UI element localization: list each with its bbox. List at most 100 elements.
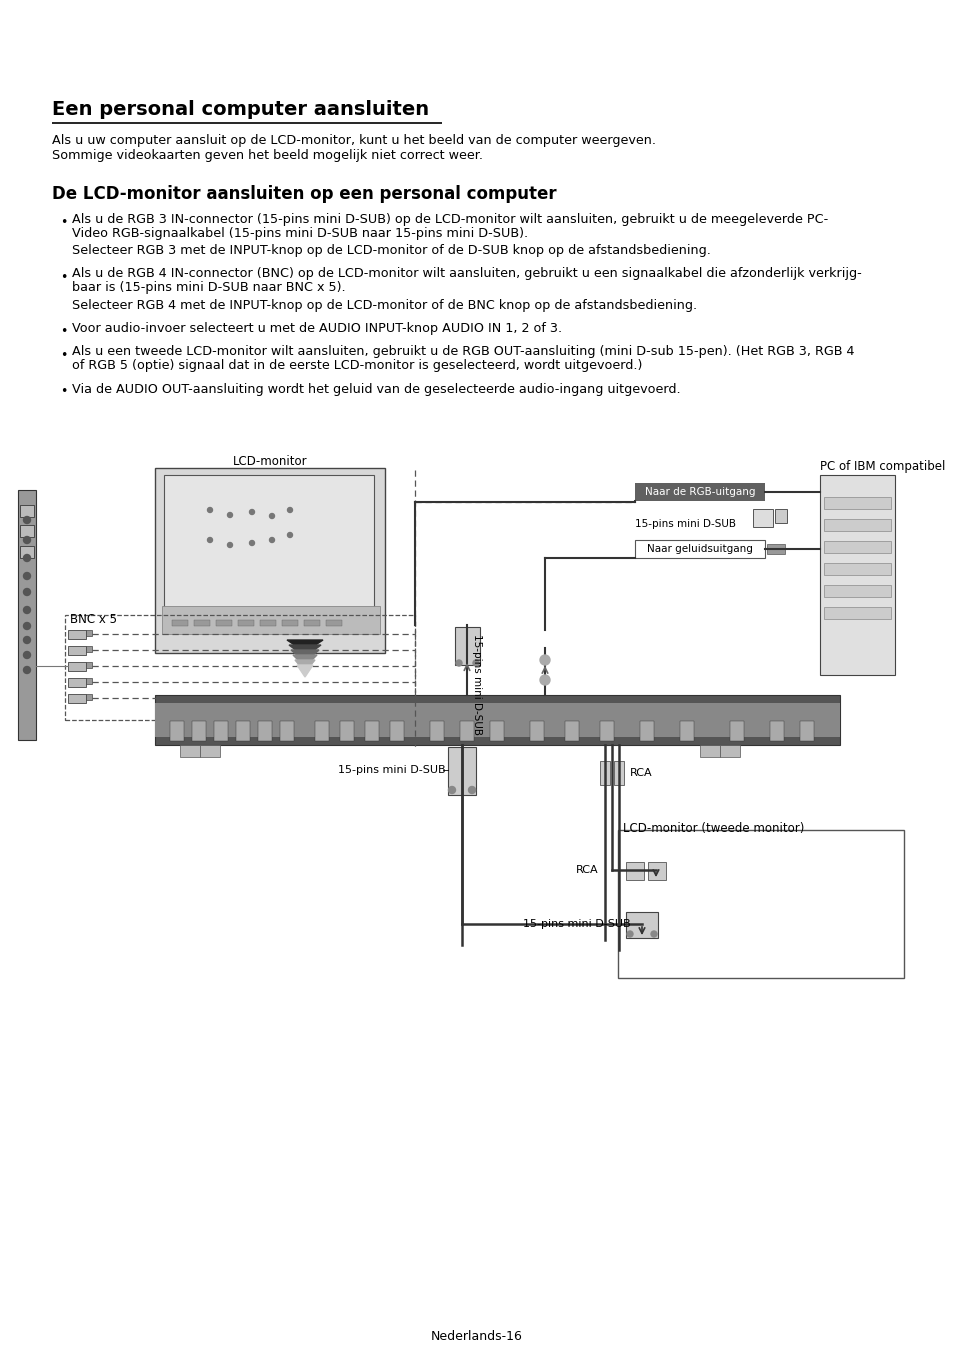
Circle shape xyxy=(24,573,30,580)
Circle shape xyxy=(24,666,30,674)
Bar xyxy=(86,678,91,684)
Bar xyxy=(68,662,86,671)
Bar xyxy=(823,519,890,531)
Bar xyxy=(280,721,294,740)
Bar xyxy=(679,721,693,740)
Circle shape xyxy=(227,512,233,517)
Bar xyxy=(154,694,840,744)
Bar xyxy=(823,540,890,553)
Polygon shape xyxy=(293,655,316,667)
Text: of RGB 5 (optie) signaal dat in de eerste LCD-monitor is geselecteerd, wordt uit: of RGB 5 (optie) signaal dat in de eerst… xyxy=(71,359,641,372)
Text: Nederlands-16: Nederlands-16 xyxy=(431,1329,522,1343)
Bar xyxy=(200,744,220,757)
Polygon shape xyxy=(296,665,313,677)
Bar xyxy=(564,721,578,740)
Bar xyxy=(180,744,200,757)
Bar xyxy=(304,620,319,626)
Bar xyxy=(618,830,903,978)
Bar xyxy=(86,694,91,700)
Circle shape xyxy=(227,543,233,547)
Circle shape xyxy=(626,931,633,938)
Text: LCD-monitor: LCD-monitor xyxy=(233,455,307,467)
Circle shape xyxy=(269,513,274,519)
Circle shape xyxy=(456,661,461,666)
Bar xyxy=(193,620,210,626)
Bar xyxy=(68,678,86,688)
Circle shape xyxy=(24,589,30,596)
Text: Als u een tweede LCD-monitor wilt aansluiten, gebruikt u de RGB OUT-aansluiting : Als u een tweede LCD-monitor wilt aanslu… xyxy=(71,346,854,358)
Circle shape xyxy=(539,655,550,665)
Text: 15-pins mini D-SUB: 15-pins mini D-SUB xyxy=(635,519,735,530)
Bar xyxy=(769,721,783,740)
Circle shape xyxy=(250,540,254,546)
Bar xyxy=(282,620,297,626)
Bar xyxy=(820,476,894,676)
Bar xyxy=(154,467,385,653)
Bar xyxy=(599,761,609,785)
Circle shape xyxy=(208,538,213,543)
Bar xyxy=(430,721,443,740)
Text: De LCD-monitor aansluiten op een personal computer: De LCD-monitor aansluiten op een persona… xyxy=(52,185,556,203)
Bar xyxy=(800,721,813,740)
Bar xyxy=(339,721,354,740)
Polygon shape xyxy=(291,650,318,662)
Text: LCD-monitor (tweede monitor): LCD-monitor (tweede monitor) xyxy=(622,821,803,835)
Text: •: • xyxy=(60,270,68,284)
Text: Selecteer RGB 4 met de INPUT-knop op de LCD-monitor of de BNC knop op de afstand: Selecteer RGB 4 met de INPUT-knop op de … xyxy=(71,299,697,312)
Bar xyxy=(365,721,378,740)
Bar xyxy=(170,721,184,740)
Text: Video RGB-signaalkabel (15-pins mini D-SUB naar 15-pins mini D-SUB).: Video RGB-signaalkabel (15-pins mini D-S… xyxy=(71,227,528,239)
Bar xyxy=(86,662,91,667)
Bar xyxy=(65,615,415,720)
Bar xyxy=(326,620,341,626)
Text: BNC x 5: BNC x 5 xyxy=(70,613,117,626)
Text: Voor audio-invoer selecteert u met de AUDIO INPUT-knop AUDIO IN 1, 2 of 3.: Voor audio-invoer selecteert u met de AU… xyxy=(71,322,561,335)
Bar xyxy=(625,862,643,880)
Bar xyxy=(614,761,623,785)
Bar xyxy=(635,540,764,558)
Bar xyxy=(599,721,614,740)
Text: Naar de RGB-uitgang: Naar de RGB-uitgang xyxy=(644,486,755,497)
Bar xyxy=(448,747,476,794)
Bar xyxy=(68,694,86,703)
Bar xyxy=(86,630,91,636)
Bar xyxy=(455,627,479,665)
Circle shape xyxy=(24,651,30,658)
Bar xyxy=(260,620,275,626)
Bar xyxy=(20,546,34,558)
Bar xyxy=(752,509,772,527)
Bar xyxy=(68,646,86,655)
Text: Als u de RGB 4 IN-connector (BNC) op de LCD-monitor wilt aansluiten, gebruikt u : Als u de RGB 4 IN-connector (BNC) op de … xyxy=(71,267,861,281)
Bar xyxy=(213,721,228,740)
Text: 15-pins mini D-SUB: 15-pins mini D-SUB xyxy=(472,635,481,735)
Bar xyxy=(18,490,36,740)
Text: Selecteer RGB 3 met de INPUT-knop op de LCD-monitor of de D-SUB knop op de afsta: Selecteer RGB 3 met de INPUT-knop op de … xyxy=(71,245,710,257)
Bar xyxy=(459,721,474,740)
Bar xyxy=(68,630,86,639)
Text: •: • xyxy=(60,349,68,362)
Bar xyxy=(823,607,890,619)
Circle shape xyxy=(24,516,30,523)
Circle shape xyxy=(24,536,30,543)
Circle shape xyxy=(24,623,30,630)
Bar xyxy=(766,544,784,554)
Bar xyxy=(774,509,786,523)
Circle shape xyxy=(468,786,475,793)
Text: RCA: RCA xyxy=(576,865,598,875)
Circle shape xyxy=(24,636,30,643)
Text: •: • xyxy=(60,385,68,399)
Text: Als u de RGB 3 IN-connector (15-pins mini D-SUB) op de LCD-monitor wilt aansluit: Als u de RGB 3 IN-connector (15-pins min… xyxy=(71,213,827,226)
Bar xyxy=(237,620,253,626)
Bar xyxy=(257,721,272,740)
Circle shape xyxy=(539,676,550,685)
Bar xyxy=(390,721,403,740)
Text: RCA: RCA xyxy=(629,767,652,778)
Circle shape xyxy=(24,554,30,562)
Bar xyxy=(164,476,374,623)
Bar xyxy=(530,721,543,740)
Text: •: • xyxy=(60,216,68,230)
Bar xyxy=(720,744,740,757)
Bar xyxy=(823,585,890,597)
Circle shape xyxy=(650,931,657,938)
Circle shape xyxy=(24,607,30,613)
